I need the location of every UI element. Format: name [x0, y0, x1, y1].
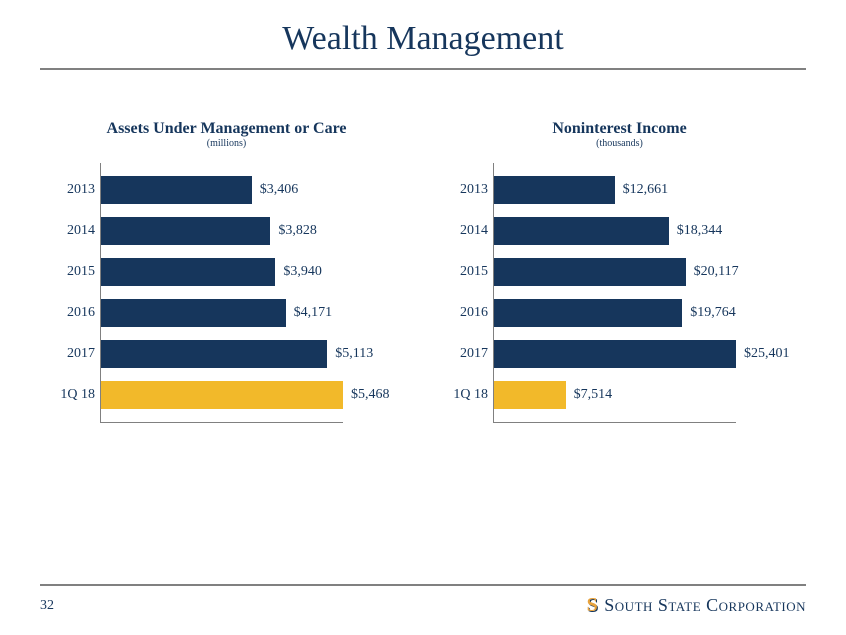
bar — [101, 340, 327, 368]
category-label: 2017 — [51, 346, 95, 362]
value-label: $4,171 — [294, 305, 333, 321]
bar — [101, 299, 286, 327]
bar — [101, 176, 252, 204]
category-label: 2014 — [51, 223, 95, 239]
value-label: $19,764 — [690, 305, 736, 321]
value-label: $3,828 — [278, 223, 317, 239]
bar-row: 2016$4,171 — [101, 298, 343, 328]
category-label: 2015 — [51, 264, 95, 280]
bar — [494, 299, 682, 327]
chart-nii-plot: 2013$12,661 2014$18,344 2015$20,117 2016$19… — [493, 163, 736, 423]
chart-nii-subtitle: (thousands) — [443, 138, 796, 149]
bar — [494, 381, 566, 409]
bar — [494, 258, 686, 286]
chart-nii-title: Noninterest Income — [443, 120, 796, 138]
bar — [494, 340, 736, 368]
bar-row: 2015$20,117 — [494, 257, 736, 287]
bar — [101, 217, 270, 245]
category-label: 1Q 18 — [444, 387, 488, 403]
bar — [494, 176, 615, 204]
category-label: 1Q 18 — [51, 387, 95, 403]
page-number: 32 — [40, 598, 54, 614]
bar-row: 2014$18,344 — [494, 216, 736, 246]
value-label: $3,940 — [283, 264, 322, 280]
bar-row: 2016$19,764 — [494, 298, 736, 328]
brand-logo: S South State Corporation — [587, 594, 806, 617]
bar — [101, 381, 343, 409]
bar — [101, 258, 275, 286]
logo-text: South State Corporation — [604, 595, 806, 616]
value-label: $12,661 — [623, 182, 669, 198]
value-label: $7,514 — [574, 387, 613, 403]
bar-row: 2017$25,401 — [494, 339, 736, 369]
charts-container: Assets Under Management or Care (million… — [40, 120, 806, 423]
bar-row: 2013$3,406 — [101, 175, 343, 205]
header-rule — [40, 68, 806, 70]
bar-row: 1Q 18$5,468 — [101, 380, 343, 410]
bar-row: 2013$12,661 — [494, 175, 736, 205]
category-label: 2016 — [444, 305, 488, 321]
footer: 32 S South State Corporation — [40, 584, 806, 617]
chart-nii: Noninterest Income (thousands) 2013$12,6… — [443, 120, 796, 423]
chart-aum-plot: 2013$3,406 2014$3,828 2015$3,940 2016$4,171… — [100, 163, 343, 423]
value-label: $18,344 — [677, 223, 723, 239]
logo-mark-icon: S — [587, 594, 599, 617]
footer-row: 32 S South State Corporation — [40, 594, 806, 617]
bar-row: 2014$3,828 — [101, 216, 343, 246]
category-label: 2013 — [444, 182, 488, 198]
category-label: 2014 — [444, 223, 488, 239]
value-label: $3,406 — [260, 182, 299, 198]
chart-aum: Assets Under Management or Care (million… — [50, 120, 403, 423]
value-label: $20,117 — [694, 264, 739, 280]
category-label: 2015 — [444, 264, 488, 280]
footer-rule — [40, 584, 806, 586]
value-label: $25,401 — [744, 346, 790, 362]
slide: Wealth Management Assets Under Managemen… — [0, 0, 846, 635]
bar — [494, 217, 669, 245]
value-label: $5,468 — [351, 387, 390, 403]
bar-row: 2017$5,113 — [101, 339, 343, 369]
chart-aum-title: Assets Under Management or Care — [50, 120, 403, 138]
value-label: $5,113 — [335, 346, 373, 362]
category-label: 2016 — [51, 305, 95, 321]
category-label: 2013 — [51, 182, 95, 198]
bar-row: 1Q 18$7,514 — [494, 380, 736, 410]
chart-aum-plot-wrap: 2013$3,4062014$3,8282015$3,9402016$4,171… — [50, 163, 403, 423]
chart-nii-plot-wrap: 2013$12,6612014$18,3442015$20,1172016$19… — [443, 163, 796, 423]
page-title: Wealth Management — [40, 20, 806, 68]
chart-aum-subtitle: (millions) — [50, 138, 403, 149]
category-label: 2017 — [444, 346, 488, 362]
bar-row: 2015$3,940 — [101, 257, 343, 287]
